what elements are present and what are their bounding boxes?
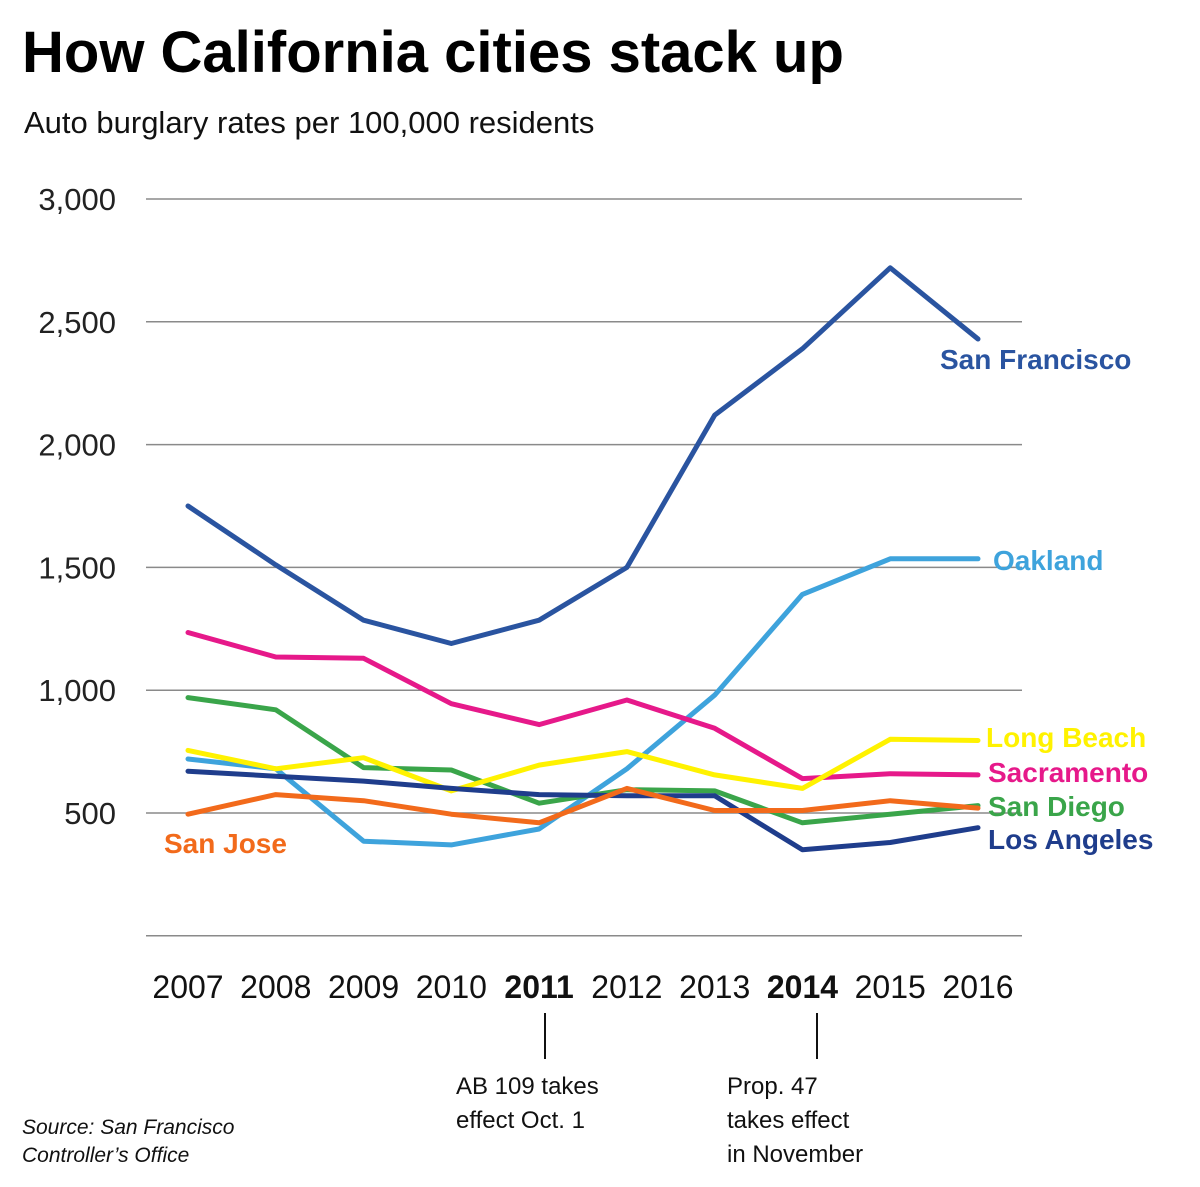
x-tick-label: 2015 <box>855 969 926 1005</box>
x-tick-label: 2007 <box>152 969 223 1005</box>
annotation-text: AB 109 takes <box>456 1073 599 1100</box>
series-line-san-francisco <box>185 265 981 646</box>
chart-title: How California cities stack up <box>22 20 844 85</box>
chart-subtitle: Auto burglary rates per 100,000 resident… <box>24 105 594 140</box>
x-tick-label: 2016 <box>942 969 1013 1005</box>
series-line-los-angeles <box>185 768 981 853</box>
x-axis-ticks: 2007 2008 2009 2010 2011 2012 2013 2014 2015 2016 <box>152 969 1013 1005</box>
annotation-text: effect Oct. 1 <box>456 1107 585 1134</box>
y-tick-label: 2,000 <box>38 428 116 463</box>
series-label-los-angeles: Los Angeles <box>988 824 1153 855</box>
series-line-sacramento <box>185 630 981 782</box>
x-tick-label: 2010 <box>416 969 487 1005</box>
grid-lines <box>146 198 1022 937</box>
y-axis-ticks: 3,000 2,500 2,000 1,500 1,000 500 <box>38 182 116 831</box>
series-lines <box>185 265 981 853</box>
series-label-san-diego: San Diego <box>988 791 1125 822</box>
x-tick-label: 2008 <box>240 969 311 1005</box>
source-text: Controller’s Office <box>22 1144 189 1167</box>
source-note: Source: San Francisco Controller’s Office <box>22 1116 235 1167</box>
annotation-text: takes effect <box>727 1107 850 1134</box>
y-tick-label: 2,500 <box>38 305 116 340</box>
x-tick-label: 2012 <box>591 969 662 1005</box>
annotation-text: in November <box>727 1141 863 1168</box>
y-tick-label: 500 <box>64 796 116 831</box>
series-label-san-francisco: San Francisco <box>940 344 1131 375</box>
series-line-san-jose <box>185 785 981 826</box>
x-tick-label: 2014 <box>767 969 838 1005</box>
y-tick-label: 1,500 <box>38 550 116 585</box>
annotation-text: Prop. 47 <box>727 1073 818 1100</box>
annotations: AB 109 takes effect Oct. 1 Prop. 47 takes e… <box>456 1013 863 1168</box>
x-tick-label: 2013 <box>679 969 750 1005</box>
x-tick-label: 2009 <box>328 969 399 1005</box>
source-text: Source: San Francisco <box>22 1116 235 1139</box>
y-tick-label: 3,000 <box>38 182 116 217</box>
series-line-long-beach <box>185 736 981 794</box>
x-tick-label: 2011 <box>504 969 573 1005</box>
series-label-sacramento: Sacramento <box>988 757 1148 788</box>
y-tick-label: 1,000 <box>38 673 116 708</box>
series-label-oakland: Oakland <box>993 545 1103 576</box>
series-label-san-jose: San Jose <box>164 828 287 859</box>
series-label-long-beach: Long Beach <box>986 722 1146 753</box>
